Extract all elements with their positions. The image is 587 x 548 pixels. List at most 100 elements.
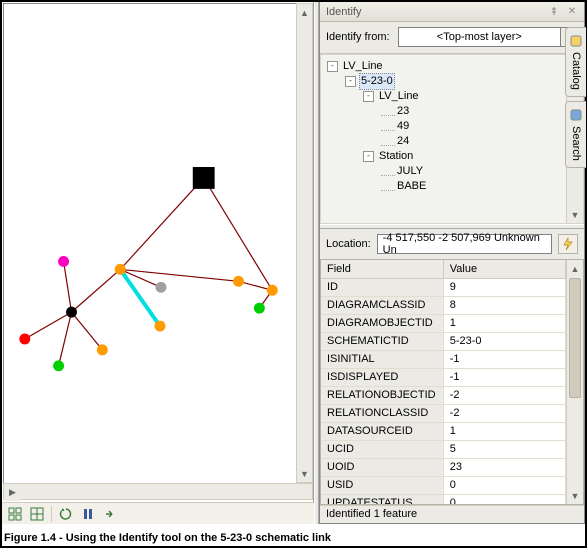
- diagram-node[interactable]: [267, 285, 278, 296]
- tree-expander-icon[interactable]: -: [345, 76, 356, 87]
- diagram-node[interactable]: [254, 303, 265, 314]
- table-row[interactable]: RELATIONCLASSID-2: [321, 404, 566, 422]
- tree-label[interactable]: 49: [395, 119, 411, 134]
- tree-node[interactable]: 49: [323, 119, 581, 134]
- field-name: SCHEMATICTID: [321, 332, 443, 350]
- location-value[interactable]: -4 517,550 -2 507,969 Unknown Un: [377, 234, 552, 254]
- tree-node[interactable]: -LV_Line: [323, 59, 581, 74]
- tree-node[interactable]: BABE: [323, 179, 581, 194]
- tree-label[interactable]: JULY: [395, 164, 425, 179]
- diagram-edge[interactable]: [25, 312, 72, 339]
- identify-from-label: Identify from:: [326, 31, 390, 43]
- schematic-diagram[interactable]: [4, 4, 308, 499]
- catalog-icon: [569, 34, 583, 48]
- pause-button[interactable]: [78, 505, 98, 523]
- diagram-node[interactable]: [58, 256, 69, 267]
- table-row[interactable]: DATASOURCEID1: [321, 422, 566, 440]
- diagram-edge[interactable]: [120, 269, 238, 281]
- refresh-button[interactable]: [56, 505, 76, 523]
- table-row[interactable]: DIAGRAMOBJECTID1: [321, 314, 566, 332]
- tree-label[interactable]: LV_Line: [377, 89, 421, 104]
- table-row[interactable]: DIAGRAMCLASSID8: [321, 296, 566, 314]
- diagram-edge[interactable]: [59, 312, 72, 366]
- attribute-table[interactable]: Field Value ID9DIAGRAMCLASSID8DIAGRAMOBJ…: [320, 259, 584, 505]
- field-value: -1: [443, 368, 565, 386]
- diagram-node[interactable]: [19, 334, 30, 345]
- table-row[interactable]: RELATIONOBJECTID-2: [321, 386, 566, 404]
- tree-node[interactable]: 24: [323, 134, 581, 149]
- field-value: -2: [443, 404, 565, 422]
- tree-expander-icon[interactable]: -: [363, 91, 374, 102]
- diagram-node[interactable]: [115, 264, 126, 275]
- scroll-right-icon[interactable]: ▶: [4, 484, 21, 501]
- diagram-node[interactable]: [155, 321, 166, 332]
- side-tab-search[interactable]: Search: [565, 101, 586, 168]
- scroll-down-icon[interactable]: ▼: [567, 487, 583, 504]
- canvas-frame[interactable]: [3, 3, 309, 500]
- side-tab-label: Search: [570, 126, 582, 161]
- table-row[interactable]: UOID23: [321, 458, 566, 476]
- diagram-node[interactable]: [97, 344, 108, 355]
- field-name: USID: [321, 476, 443, 494]
- column-header-field[interactable]: Field: [321, 260, 443, 278]
- tree-node[interactable]: JULY: [323, 164, 581, 179]
- tree-label[interactable]: 5-23-0: [359, 73, 395, 90]
- tree-node[interactable]: 23: [323, 104, 581, 119]
- diagram-edge[interactable]: [72, 312, 103, 350]
- scroll-up-icon[interactable]: ▲: [297, 4, 312, 21]
- identify-titlebar[interactable]: Identify ✕: [320, 2, 584, 22]
- canvas-toolbar: [2, 502, 314, 524]
- identify-tree[interactable]: -LV_Line-5-23-0-LV_Line234924-StationJUL…: [320, 54, 584, 224]
- table-row[interactable]: UPDATESTATUS0: [321, 494, 566, 505]
- diagram-node[interactable]: [156, 282, 167, 293]
- field-value: 0: [443, 494, 565, 505]
- table-row[interactable]: ID9: [321, 278, 566, 296]
- canvas-scrollbar-vertical[interactable]: ▲ ▼: [296, 3, 313, 483]
- identify-from-select[interactable]: <Top-most layer> ▼: [398, 27, 578, 47]
- tree-node[interactable]: -5-23-0: [323, 74, 581, 89]
- diagram-edge[interactable]: [72, 269, 121, 312]
- scroll-up-icon[interactable]: ▲: [567, 260, 583, 277]
- column-header-value[interactable]: Value: [443, 260, 565, 278]
- tree-label[interactable]: 23: [395, 104, 411, 119]
- pin-icon[interactable]: [548, 6, 560, 18]
- flash-location-button[interactable]: [558, 234, 578, 254]
- tree-label[interactable]: LV_Line: [341, 59, 385, 74]
- tree-label[interactable]: Station: [377, 149, 415, 164]
- scroll-down-icon[interactable]: ▼: [297, 465, 312, 482]
- table-row[interactable]: ISINITIAL-1: [321, 350, 566, 368]
- identify-title: Identify: [326, 6, 361, 18]
- arrow-button[interactable]: [100, 505, 120, 523]
- field-value: 8: [443, 296, 565, 314]
- diagram-edge[interactable]: [204, 178, 273, 290]
- table-row[interactable]: ISDISPLAYED-1: [321, 368, 566, 386]
- table-row[interactable]: UCID5: [321, 440, 566, 458]
- tree-node[interactable]: -Station: [323, 149, 581, 164]
- diagram-node[interactable]: [66, 307, 77, 318]
- layout-button[interactable]: [5, 505, 25, 523]
- side-tab-catalog[interactable]: Catalog: [565, 27, 586, 97]
- table-scrollbar[interactable]: ▲ ▼: [566, 260, 583, 504]
- canvas-scrollbar-horizontal[interactable]: ◀ ▶: [3, 483, 313, 500]
- field-value: -1: [443, 350, 565, 368]
- diagram-edge[interactable]: [64, 261, 72, 312]
- field-value: -2: [443, 386, 565, 404]
- diagram-node-square[interactable]: [193, 167, 215, 189]
- diagram-edge[interactable]: [120, 178, 203, 269]
- diagram-node[interactable]: [53, 360, 64, 371]
- tree-expander-icon[interactable]: -: [363, 151, 374, 162]
- tree-label[interactable]: BABE: [395, 179, 428, 194]
- tree-node[interactable]: -LV_Line: [323, 89, 581, 104]
- identify-from-row: Identify from: <Top-most layer> ▼: [320, 22, 584, 54]
- table-row[interactable]: SCHEMATICTID5-23-0: [321, 332, 566, 350]
- identify-statusbar: Identified 1 feature: [320, 505, 584, 523]
- grid-button[interactable]: [27, 505, 47, 523]
- scroll-thumb[interactable]: [569, 278, 581, 398]
- diagram-node[interactable]: [233, 276, 244, 287]
- tree-expander-icon[interactable]: -: [327, 61, 338, 72]
- scroll-down-icon[interactable]: ▼: [567, 206, 583, 223]
- tree-label[interactable]: 24: [395, 134, 411, 149]
- field-value: 9: [443, 278, 565, 296]
- table-row[interactable]: USID0: [321, 476, 566, 494]
- close-icon[interactable]: ✕: [566, 6, 578, 18]
